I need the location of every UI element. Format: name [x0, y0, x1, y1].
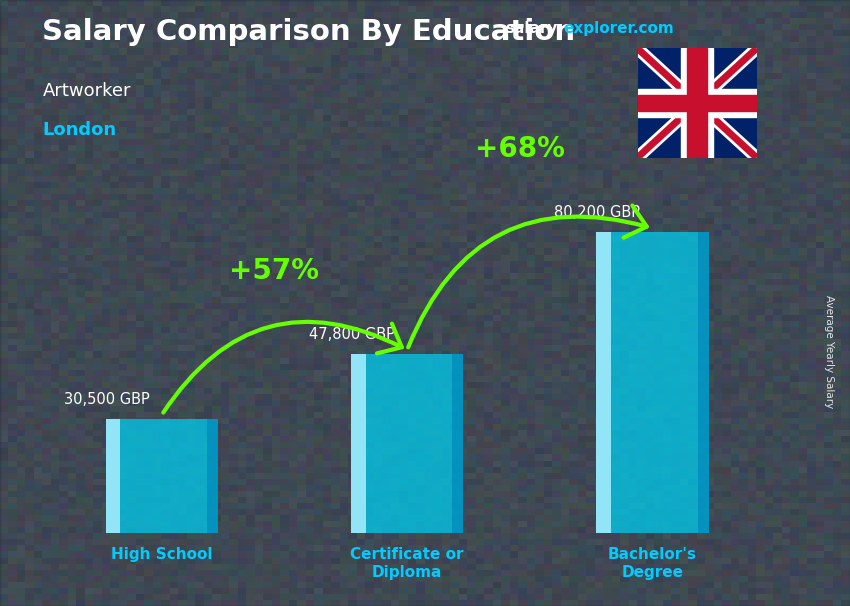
Bar [638, 95, 756, 112]
Bar [597, 232, 709, 533]
Bar [105, 419, 218, 533]
Text: 80,200 GBP: 80,200 GBP [554, 205, 640, 220]
Text: London: London [42, 121, 116, 139]
Bar [687, 48, 707, 158]
Text: 47,800 GBP: 47,800 GBP [309, 327, 395, 342]
Bar [207, 419, 218, 533]
Bar [351, 354, 463, 533]
Bar [681, 48, 713, 158]
Bar [351, 354, 365, 533]
Bar [597, 232, 611, 533]
Text: +57%: +57% [230, 257, 320, 285]
Text: +68%: +68% [474, 135, 564, 163]
FancyArrowPatch shape [408, 205, 647, 347]
Bar [105, 419, 120, 533]
Text: Artworker: Artworker [42, 82, 131, 100]
Bar [452, 354, 463, 533]
FancyArrowPatch shape [163, 322, 402, 413]
Text: salary: salary [506, 21, 558, 36]
Bar [638, 89, 756, 116]
Text: explorer.com: explorer.com [564, 21, 674, 36]
Text: Average Yearly Salary: Average Yearly Salary [824, 295, 834, 408]
Bar [698, 232, 709, 533]
Text: 30,500 GBP: 30,500 GBP [64, 391, 150, 407]
Text: Salary Comparison By Education: Salary Comparison By Education [42, 18, 575, 46]
